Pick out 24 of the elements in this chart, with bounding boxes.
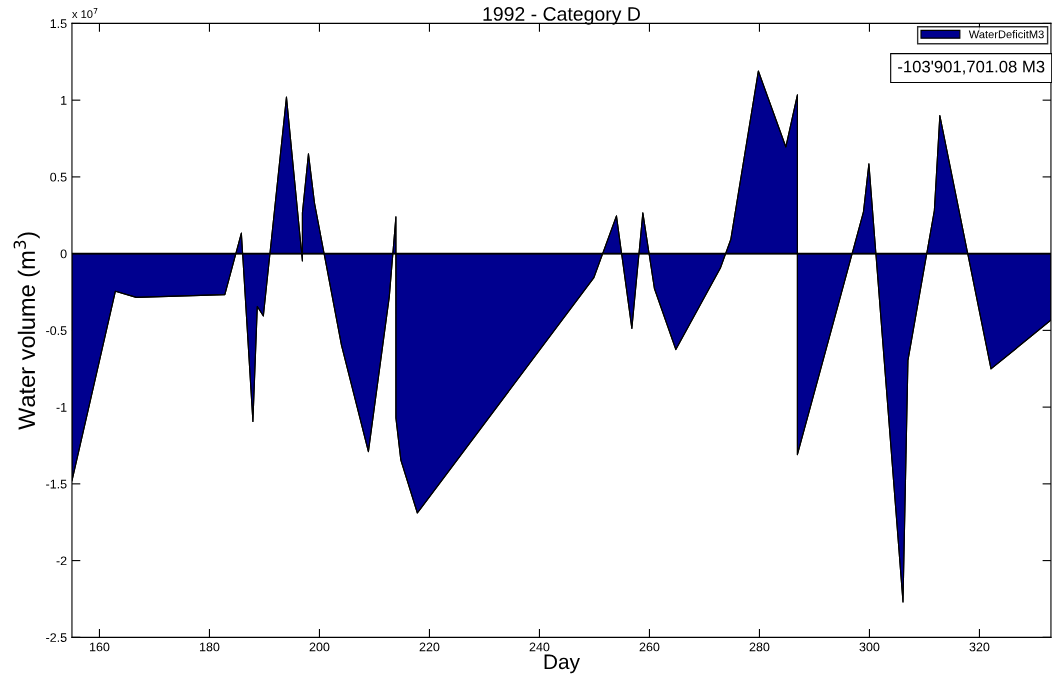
y-tick-label: -2.5 xyxy=(46,633,67,642)
x-axis-title: Day xyxy=(544,654,580,674)
y-tick-label: -0.5 xyxy=(46,326,67,336)
x-tick-label: 260 xyxy=(639,642,660,652)
y-tick-label: -1.5 xyxy=(46,479,67,489)
y-tick-label: -2 xyxy=(56,556,67,566)
y-tick-label: 0 xyxy=(60,249,67,259)
x-tick-label: 200 xyxy=(309,642,330,652)
x-tick-label: 160 xyxy=(89,642,110,652)
x-tick-label: 220 xyxy=(419,642,440,652)
y-axis-title: Water volume (m$^{3}$) xyxy=(13,232,40,430)
x-tick-label: 280 xyxy=(749,642,770,652)
x-tick-label: 240 xyxy=(529,642,550,652)
x-tick-label: 320 xyxy=(969,642,990,652)
y-tick-label: 1 xyxy=(61,96,67,105)
y-tick-label: -1 xyxy=(56,403,67,412)
text: x 10$^{7}$ xyxy=(72,8,98,19)
legend-label: WaterDeficitM3 xyxy=(968,30,1044,39)
annotation: -103'901,701.08 M3 xyxy=(898,60,1045,75)
y-tick-label: 1.5 xyxy=(50,19,67,29)
x-tick-label: 300 xyxy=(859,642,880,652)
x-tick-label: 180 xyxy=(199,642,220,652)
y-tick-label: 0.5 xyxy=(50,172,67,182)
chart-title: 1992 - Category D xyxy=(483,7,640,25)
